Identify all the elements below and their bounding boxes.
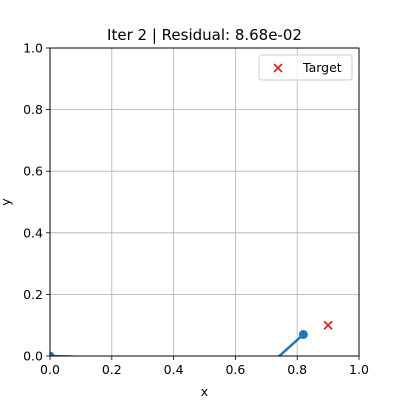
legend-frame <box>258 54 353 81</box>
plot-area <box>50 320 333 356</box>
y-axis-label: y <box>0 198 13 206</box>
axes-frame <box>49 47 360 357</box>
y-tick-label: 0.4 <box>23 225 43 240</box>
chart-title: Iter 2 | Residual: 8.68e-02 <box>107 26 302 44</box>
legend-target-label: Target <box>302 60 342 75</box>
ticks: 0.0 0.2 0.4 0.6 0.8 1.0 0.0 0.2 0.4 0.6 0.8 1.0 <box>23 41 369 378</box>
y-tick-label: 0.2 <box>23 287 43 302</box>
x-tick-label: 0.4 <box>164 362 184 377</box>
y-tick-label: 0.8 <box>23 102 43 117</box>
x-axis-label: x <box>201 384 208 399</box>
target-marker <box>323 320 333 330</box>
arm-joint-marker <box>50 351 55 356</box>
x-tick-label: 0.8 <box>287 362 307 377</box>
x-tick-label: 0.0 <box>40 362 60 377</box>
x-tick-label: 0.6 <box>225 362 245 377</box>
y-tick-label: 0.0 <box>23 349 43 364</box>
y-tick-label: 1.0 <box>23 41 43 56</box>
gridlines <box>49 47 360 357</box>
x-tick-label: 0.2 <box>102 362 122 377</box>
x-tick-label: 1.0 <box>349 362 369 377</box>
y-tick-label: 0.6 <box>23 164 43 179</box>
arm-line <box>50 333 305 356</box>
arm-joint-marker <box>298 329 308 339</box>
legend: Target <box>258 54 353 81</box>
legend-target-marker <box>273 63 283 73</box>
